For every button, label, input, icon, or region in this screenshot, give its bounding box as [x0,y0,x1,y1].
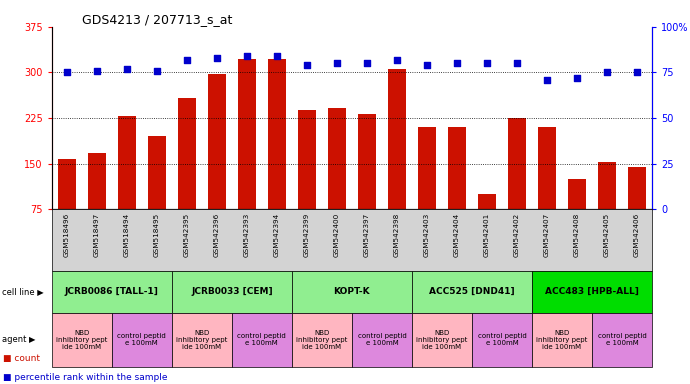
Text: control peptid
e 100mM: control peptid e 100mM [117,333,166,346]
Point [271,53,282,59]
Text: GSM518497: GSM518497 [94,212,100,257]
Text: GDS4213 / 207713_s_at: GDS4213 / 207713_s_at [82,13,232,26]
Text: GSM518496: GSM518496 [63,212,70,257]
Point [151,68,162,74]
Point [391,56,402,63]
Point [211,55,222,61]
Text: GSM542394: GSM542394 [274,212,280,257]
Text: GSM542397: GSM542397 [364,212,370,257]
Text: GSM542403: GSM542403 [424,212,430,257]
Text: GSM542393: GSM542393 [244,212,250,257]
Bar [418,127,436,209]
Bar [508,118,526,209]
Point [451,60,462,66]
Text: control peptid
e 100mM: control peptid e 100mM [477,333,526,346]
Point [511,60,522,66]
Point [241,53,253,59]
Bar [268,59,286,209]
Bar [58,159,76,209]
Text: ACC525 [DND41]: ACC525 [DND41] [429,287,515,296]
Text: GSM542408: GSM542408 [574,212,580,257]
Bar [88,153,106,209]
Bar [148,136,166,209]
Text: GSM542406: GSM542406 [634,212,640,257]
Bar [118,116,136,209]
Text: NBD
inhibitory pept
ide 100mM: NBD inhibitory pept ide 100mM [536,330,588,350]
Bar [328,108,346,209]
Text: GSM542398: GSM542398 [394,212,400,257]
Point [362,60,373,66]
Point [331,60,342,66]
Point [422,62,433,68]
Bar [598,162,616,209]
Point [121,66,132,72]
Point [91,68,102,74]
Bar [178,98,196,209]
Bar [538,127,556,209]
Text: GSM542395: GSM542395 [184,212,190,257]
Text: control peptid
e 100mM: control peptid e 100mM [357,333,406,346]
Text: ■ percentile rank within the sample: ■ percentile rank within the sample [3,373,168,382]
Text: NBD
inhibitory pept
ide 100mM: NBD inhibitory pept ide 100mM [176,330,228,350]
Text: JCRB0086 [TALL-1]: JCRB0086 [TALL-1] [65,287,159,296]
Point [571,75,582,81]
Text: GSM518495: GSM518495 [154,212,160,257]
Point [482,60,493,66]
Point [602,70,613,76]
Bar [358,114,376,209]
Text: GSM518494: GSM518494 [124,212,130,257]
Text: GSM542404: GSM542404 [454,212,460,257]
Text: GSM542399: GSM542399 [304,212,310,257]
Point [181,56,193,63]
Text: cell line ▶: cell line ▶ [2,287,44,296]
Bar [478,194,496,209]
Text: GSM542405: GSM542405 [604,212,610,257]
Bar [238,59,256,209]
Text: GSM542396: GSM542396 [214,212,220,257]
Text: control peptid
e 100mM: control peptid e 100mM [598,333,647,346]
Text: NBD
inhibitory pept
ide 100mM: NBD inhibitory pept ide 100mM [416,330,468,350]
Bar [298,110,316,209]
Text: GSM542407: GSM542407 [544,212,550,257]
Text: agent ▶: agent ▶ [2,335,36,344]
Text: control peptid
e 100mM: control peptid e 100mM [237,333,286,346]
Point [631,70,642,76]
Text: KOPT-K: KOPT-K [333,287,371,296]
Bar [448,127,466,209]
Text: NBD
inhibitory pept
ide 100mM: NBD inhibitory pept ide 100mM [296,330,348,350]
Text: GSM542401: GSM542401 [484,212,490,257]
Bar [628,167,646,209]
Point [61,70,72,76]
Text: GSM542402: GSM542402 [514,212,520,257]
Bar [568,179,586,209]
Text: JCRB0033 [CEM]: JCRB0033 [CEM] [191,287,273,296]
Text: GSM542400: GSM542400 [334,212,340,257]
Text: ■ count: ■ count [3,354,41,363]
Bar [388,70,406,209]
Text: NBD
inhibitory pept
ide 100mM: NBD inhibitory pept ide 100mM [56,330,108,350]
Bar [208,74,226,209]
Text: ACC483 [HPB-ALL]: ACC483 [HPB-ALL] [545,287,639,296]
Point [302,62,313,68]
Point [542,77,553,83]
